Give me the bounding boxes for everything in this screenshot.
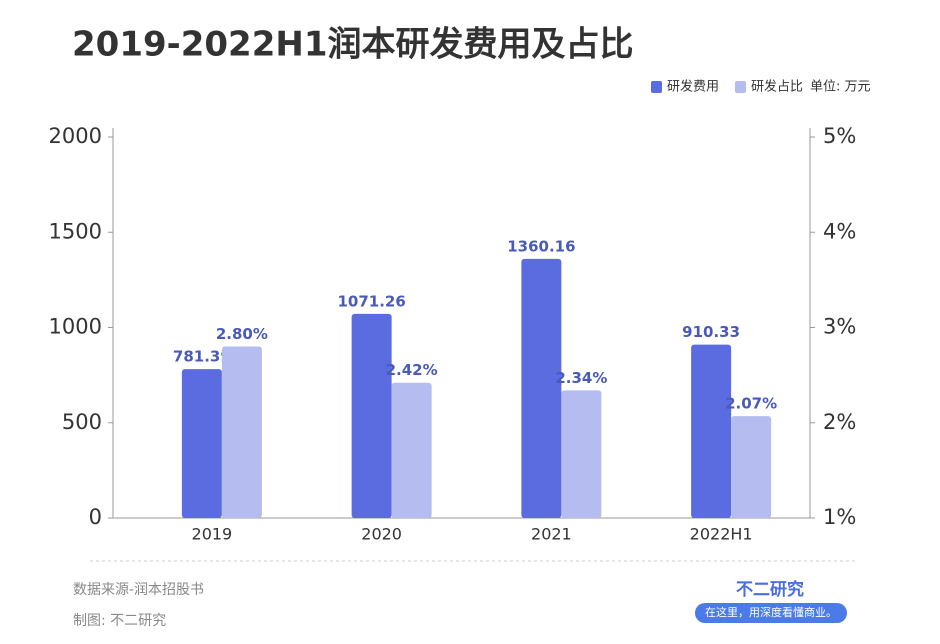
chart-title: 2019-2022H1润本研发费用及占比 bbox=[72, 25, 633, 65]
legend-swatch bbox=[651, 81, 662, 93]
bar bbox=[691, 344, 732, 518]
legend-swatch bbox=[735, 81, 746, 93]
y2-tick-label: 3% bbox=[823, 315, 856, 339]
legend-label: 研发占比 bbox=[751, 79, 803, 95]
x-tick-label: 2022H1 bbox=[690, 525, 753, 544]
slogan: 在这里，用深度看懂商业。 bbox=[705, 605, 837, 619]
data-label: 2.42% bbox=[386, 361, 438, 379]
data-label: 2.34% bbox=[555, 369, 607, 387]
data-label: 1071.26 bbox=[337, 292, 405, 310]
source-note: 数据来源-润本招股书 bbox=[73, 582, 204, 598]
data-label: 910.33 bbox=[682, 323, 740, 341]
bar bbox=[561, 390, 602, 518]
y2-tick-label: 4% bbox=[823, 219, 856, 243]
bar bbox=[391, 382, 432, 518]
bar bbox=[731, 416, 772, 518]
legend-label: 研发费用 bbox=[667, 79, 719, 95]
data-label: 1360.16 bbox=[507, 237, 575, 255]
y-tick-label: 1000 bbox=[49, 315, 102, 339]
bar bbox=[221, 346, 262, 518]
y2-tick-label: 5% bbox=[823, 124, 856, 148]
data-label: 781.39 bbox=[173, 348, 231, 366]
y-tick-label: 0 bbox=[89, 505, 102, 529]
bar bbox=[351, 313, 392, 518]
unit-note: 单位: 万元 bbox=[810, 80, 871, 95]
y-tick-label: 500 bbox=[62, 410, 102, 434]
y-tick-label: 2000 bbox=[49, 124, 102, 148]
x-tick-label: 2020 bbox=[361, 525, 402, 544]
x-tick-label: 2019 bbox=[192, 525, 233, 544]
brand-logo: 不二研究 bbox=[736, 579, 804, 600]
y2-tick-label: 2% bbox=[823, 410, 856, 434]
y2-tick-label: 1% bbox=[823, 505, 856, 529]
bar bbox=[181, 369, 222, 518]
data-label: 2.07% bbox=[725, 395, 777, 413]
slogan-badge bbox=[695, 603, 847, 623]
x-tick-label: 2021 bbox=[531, 525, 572, 544]
bar bbox=[521, 258, 562, 518]
y-tick-label: 1500 bbox=[49, 219, 102, 243]
data-label: 2.80% bbox=[216, 325, 268, 343]
credit-note: 制图: 不二研究 bbox=[73, 613, 166, 629]
